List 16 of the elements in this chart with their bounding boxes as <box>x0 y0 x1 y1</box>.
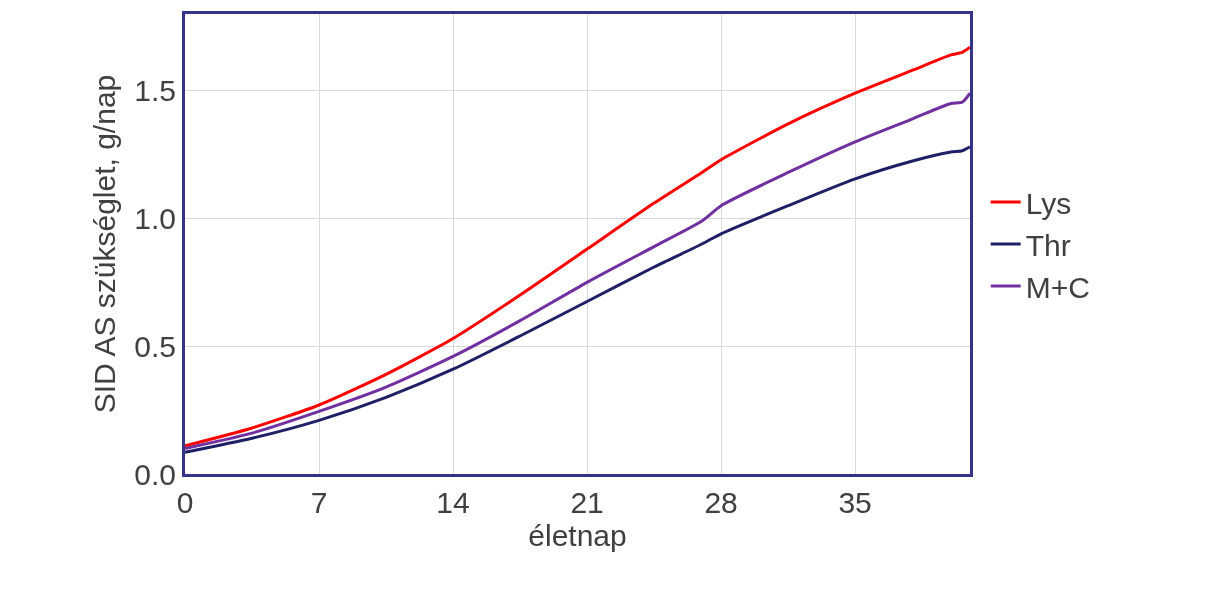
y-tick-label: 1.5 <box>134 74 176 108</box>
legend-label: Thr <box>1025 228 1071 262</box>
x-tick-label: 7 <box>310 486 328 519</box>
y-tick-label: 0.0 <box>134 457 176 491</box>
x-tick-label: 21 <box>570 486 604 519</box>
x-tick-label: 0 <box>176 486 194 519</box>
legend-label: Lys <box>1025 186 1072 220</box>
legend-label: M+C <box>1025 270 1090 304</box>
x-tick-label: 35 <box>838 486 872 519</box>
x-tick-label: 14 <box>436 486 470 519</box>
y-axis-title: SID AS szükséglet, g/nap <box>88 74 122 414</box>
line-series <box>185 145 970 454</box>
y-tick-label: 1.0 <box>134 201 176 235</box>
x-tick-label: 28 <box>704 486 738 519</box>
x-axis-title: életnap <box>528 519 627 552</box>
y-tick-label: 0.5 <box>134 329 176 363</box>
